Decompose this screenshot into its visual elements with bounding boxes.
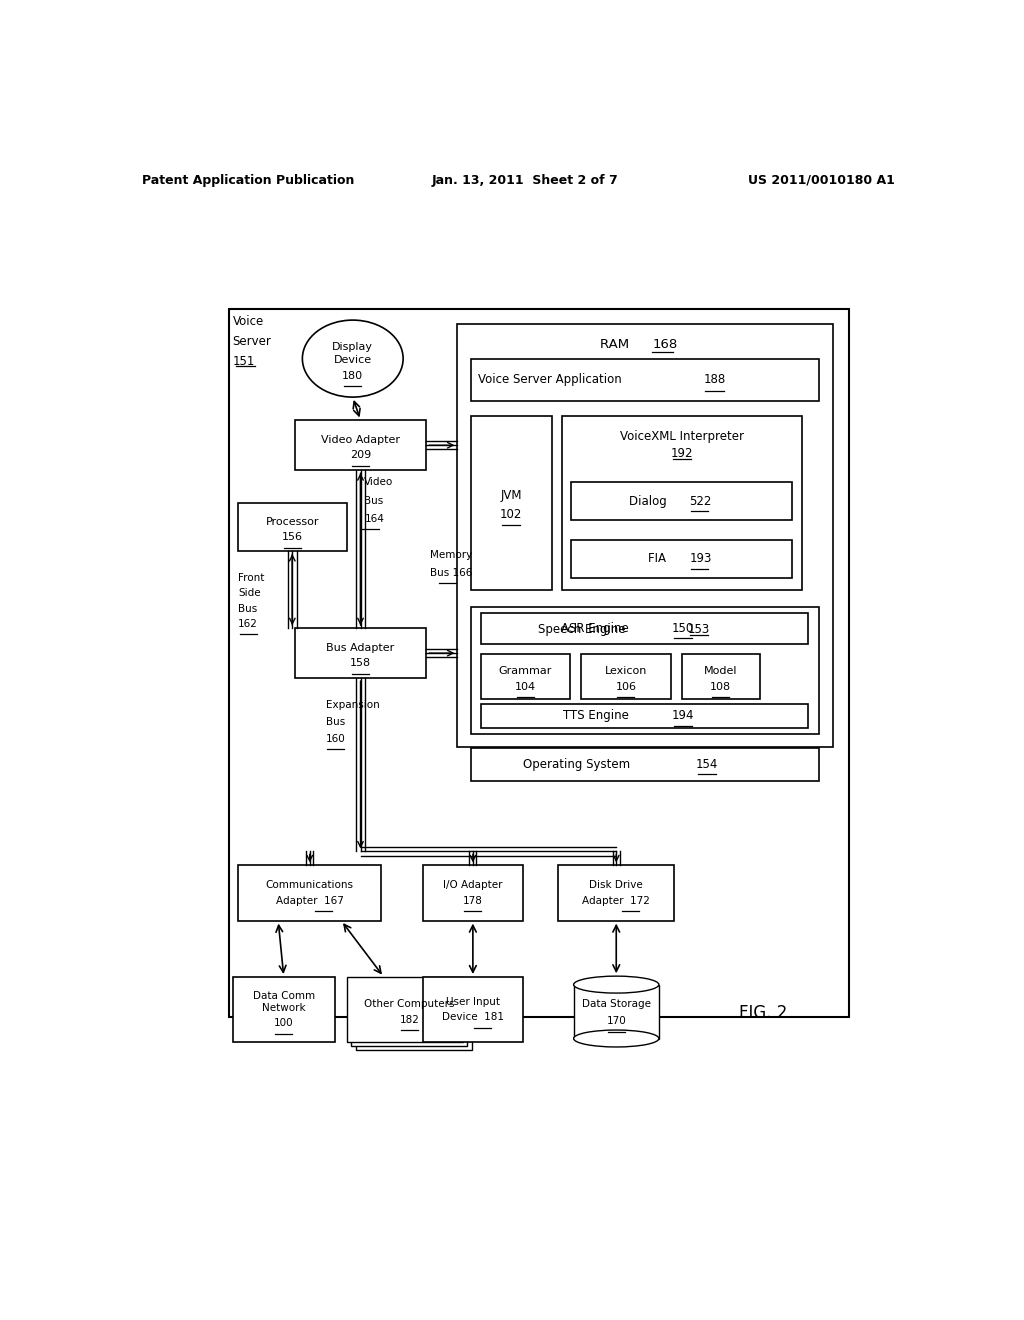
Text: Speech Engine: Speech Engine (539, 623, 633, 636)
Text: Other Computers: Other Computers (365, 999, 455, 1010)
Text: Bus: Bus (326, 717, 345, 727)
Text: 178: 178 (463, 896, 482, 906)
FancyBboxPatch shape (582, 655, 671, 700)
Text: 209: 209 (350, 450, 371, 461)
Text: Processor: Processor (265, 517, 319, 527)
FancyBboxPatch shape (571, 482, 793, 520)
FancyBboxPatch shape (238, 503, 346, 552)
Text: VoiceXML Interpreter: VoiceXML Interpreter (621, 430, 744, 444)
FancyBboxPatch shape (295, 628, 426, 678)
Text: 188: 188 (703, 374, 726, 387)
Text: TTS Engine: TTS Engine (563, 709, 636, 722)
Text: Device: Device (334, 355, 372, 366)
Text: 158: 158 (350, 659, 371, 668)
Text: Lexicon: Lexicon (605, 667, 647, 676)
Text: Bus: Bus (365, 496, 384, 506)
FancyBboxPatch shape (682, 655, 760, 700)
Text: 151: 151 (232, 355, 255, 368)
FancyBboxPatch shape (562, 416, 802, 590)
Text: JVM: JVM (501, 488, 522, 502)
FancyBboxPatch shape (228, 309, 849, 1016)
Text: 100: 100 (274, 1019, 294, 1028)
Text: Bus 166: Bus 166 (430, 568, 473, 578)
Text: Adapter  167: Adapter 167 (275, 896, 344, 906)
Text: 522: 522 (689, 495, 712, 508)
Text: Disk Drive: Disk Drive (590, 880, 643, 890)
Text: 106: 106 (615, 681, 637, 692)
Text: Expansion: Expansion (326, 700, 379, 710)
Text: Voice Server Application: Voice Server Application (478, 374, 630, 387)
Text: 182: 182 (399, 1015, 419, 1024)
Text: Video Adapter: Video Adapter (321, 434, 400, 445)
Text: 160: 160 (326, 734, 345, 744)
FancyBboxPatch shape (480, 655, 569, 700)
FancyBboxPatch shape (471, 359, 819, 401)
Text: Communications: Communications (266, 880, 353, 890)
Text: Network: Network (262, 1003, 305, 1012)
Text: Grammar: Grammar (499, 667, 552, 676)
Text: Model: Model (705, 667, 737, 676)
Text: 150: 150 (672, 622, 694, 635)
Text: Front: Front (238, 573, 264, 583)
Text: 180: 180 (342, 371, 364, 380)
Text: Jan. 13, 2011  Sheet 2 of 7: Jan. 13, 2011 Sheet 2 of 7 (431, 174, 618, 187)
Text: 168: 168 (653, 338, 678, 351)
Text: Display: Display (332, 342, 374, 352)
Text: Memory: Memory (430, 550, 472, 560)
FancyBboxPatch shape (471, 748, 819, 780)
Text: Bus Adapter: Bus Adapter (327, 643, 394, 652)
Ellipse shape (573, 977, 658, 993)
Text: 102: 102 (500, 508, 522, 521)
FancyBboxPatch shape (346, 977, 463, 1043)
Text: Side: Side (238, 589, 261, 598)
FancyBboxPatch shape (351, 981, 467, 1047)
Text: Data Comm: Data Comm (253, 991, 314, 1001)
Text: ASR Engine: ASR Engine (561, 622, 636, 635)
Text: Dialog: Dialog (629, 495, 670, 508)
Text: Video: Video (365, 477, 393, 487)
Text: 162: 162 (238, 619, 258, 630)
Ellipse shape (302, 321, 403, 397)
Text: Voice: Voice (232, 314, 264, 327)
Text: User Input: User Input (445, 997, 500, 1007)
FancyBboxPatch shape (423, 977, 523, 1043)
Text: 154: 154 (695, 758, 718, 771)
Text: Server: Server (232, 335, 271, 347)
FancyBboxPatch shape (480, 612, 808, 644)
FancyBboxPatch shape (558, 866, 675, 921)
Text: 108: 108 (711, 681, 731, 692)
FancyBboxPatch shape (232, 977, 335, 1043)
FancyBboxPatch shape (295, 420, 426, 470)
Text: Adapter  172: Adapter 172 (583, 896, 650, 906)
FancyBboxPatch shape (458, 323, 834, 747)
Text: 192: 192 (671, 447, 693, 461)
Text: FIA: FIA (648, 552, 670, 565)
FancyBboxPatch shape (423, 866, 523, 921)
Text: Operating System: Operating System (522, 758, 637, 771)
Text: Device  181: Device 181 (442, 1012, 504, 1022)
Text: Patent Application Publication: Patent Application Publication (142, 174, 354, 187)
Text: 164: 164 (365, 513, 384, 524)
Text: 193: 193 (689, 552, 712, 565)
Text: I/O Adapter: I/O Adapter (443, 880, 503, 890)
FancyBboxPatch shape (571, 540, 793, 578)
Text: US 2011/0010180 A1: US 2011/0010180 A1 (749, 174, 895, 187)
Text: 170: 170 (606, 1016, 626, 1026)
Text: Bus: Bus (238, 603, 257, 614)
FancyBboxPatch shape (238, 866, 381, 921)
FancyBboxPatch shape (471, 607, 819, 734)
Text: RAM: RAM (600, 338, 634, 351)
Text: Data Storage: Data Storage (582, 999, 650, 1008)
Text: 153: 153 (688, 623, 711, 636)
FancyBboxPatch shape (471, 416, 552, 590)
Text: FIG. 2: FIG. 2 (739, 1005, 787, 1022)
Ellipse shape (573, 1030, 658, 1047)
Text: 104: 104 (515, 681, 536, 692)
FancyBboxPatch shape (480, 704, 808, 729)
Text: 156: 156 (282, 532, 303, 543)
Text: 194: 194 (672, 709, 694, 722)
FancyBboxPatch shape (356, 985, 472, 1051)
FancyBboxPatch shape (573, 985, 658, 1039)
